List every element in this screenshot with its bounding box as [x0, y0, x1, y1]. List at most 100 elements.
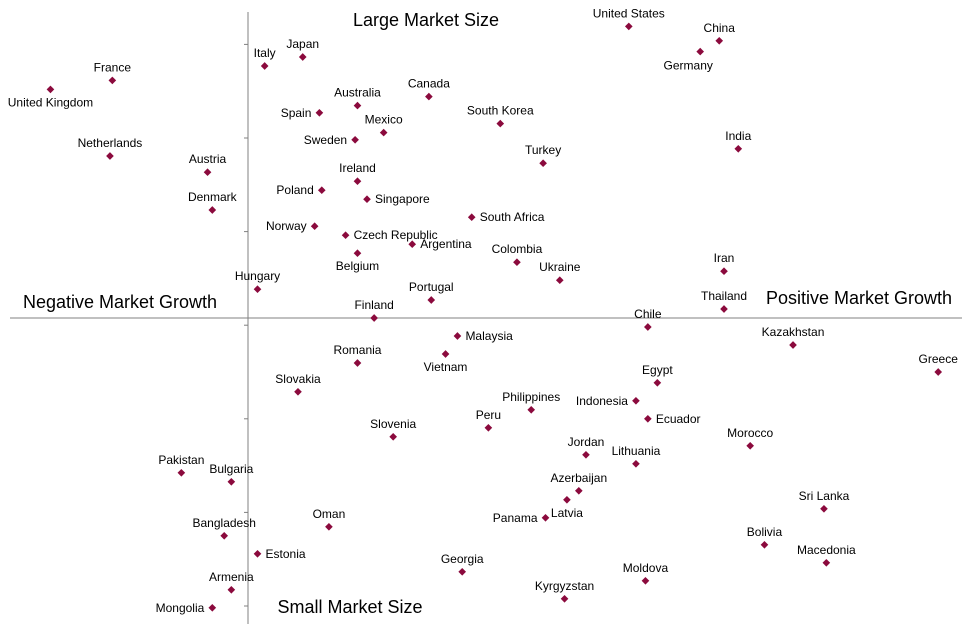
label-mexico: Mexico — [365, 113, 403, 127]
data-point-finland: Finland — [354, 298, 394, 322]
marker-vietnam — [441, 350, 450, 358]
data-point-china: China — [704, 21, 736, 45]
marker-france — [108, 76, 117, 85]
label-oman: Oman — [313, 507, 346, 521]
marker-netherlands — [106, 152, 114, 160]
label-china: China — [704, 21, 736, 35]
data-point-thailand: Thailand — [701, 289, 747, 313]
label-finland: Finland — [354, 298, 393, 312]
marker-philippines — [527, 405, 536, 414]
data-point-moldova: Moldova — [623, 561, 669, 585]
marker-georgia — [458, 567, 467, 576]
marker-chile — [644, 323, 652, 331]
label-australia: Australia — [334, 86, 381, 100]
label-armenia: Armenia — [209, 570, 254, 584]
data-point-kazakhstan: Kazakhstan — [762, 325, 824, 349]
label-malaysia: Malaysia — [465, 329, 513, 343]
data-point-norway: Norway — [266, 219, 319, 233]
label-ukraine: Ukraine — [539, 260, 581, 274]
marker-iran — [720, 267, 728, 276]
label-jordan: Jordan — [568, 435, 605, 449]
data-point-azerbaijan: Azerbaijan — [550, 471, 607, 495]
label-romania: Romania — [333, 343, 381, 357]
data-point-peru: Peru — [476, 408, 501, 432]
label-kyrgyzstan: Kyrgyzstan — [535, 579, 594, 593]
data-point-austria: Austria — [189, 152, 227, 177]
marker-pakistan — [177, 468, 186, 477]
data-point-philippines: Philippines — [502, 390, 560, 414]
marker-macedonia — [822, 558, 831, 567]
data-point-mongolia: Mongolia — [156, 601, 217, 615]
data-point-india: India — [725, 129, 752, 153]
label-lithuania: Lithuania — [612, 444, 661, 458]
label-south-korea: South Korea — [467, 104, 534, 118]
data-point-singapore: Singapore — [363, 192, 430, 206]
label-pakistan: Pakistan — [158, 453, 204, 467]
data-point-south-africa: South Africa — [467, 210, 545, 224]
label-iran: Iran — [714, 251, 735, 265]
label-georgia: Georgia — [441, 552, 484, 566]
label-south-africa: South Africa — [480, 210, 545, 224]
marker-lithuania — [632, 459, 640, 468]
label-argentina: Argentina — [420, 237, 472, 251]
marker-peru — [484, 423, 493, 432]
label-germany: Germany — [664, 59, 713, 73]
marker-spain — [315, 108, 324, 117]
label-ecuador: Ecuador — [656, 412, 701, 426]
marker-romania — [353, 359, 362, 367]
label-turkey: Turkey — [525, 143, 561, 157]
label-italy: Italy — [254, 46, 276, 60]
data-point-united-kingdom: United Kingdom — [8, 85, 93, 109]
data-point-south-korea: South Korea — [467, 104, 534, 128]
marker-australia — [353, 101, 362, 110]
marker-mongolia — [208, 603, 217, 612]
marker-panama — [541, 513, 550, 522]
label-mongolia: Mongolia — [156, 601, 205, 615]
data-points: United States China Germany France United Ki… — [8, 6, 958, 614]
data-point-italy: Italy — [254, 46, 276, 70]
data-point-iran: Iran — [714, 251, 735, 276]
label-moldova: Moldova — [623, 561, 669, 575]
label-singapore: Singapore — [375, 192, 430, 206]
label-france: France — [94, 60, 132, 74]
marker-united-kingdom — [46, 85, 55, 94]
chart-axes — [10, 12, 962, 624]
label-sweden: Sweden — [304, 133, 347, 147]
marker-united-states — [624, 22, 633, 31]
data-point-jordan: Jordan — [568, 435, 605, 459]
data-point-spain: Spain — [281, 106, 324, 120]
data-point-portugal: Portugal — [409, 280, 454, 304]
data-point-latvia: Latvia — [551, 495, 583, 520]
data-point-united-states: United States — [593, 6, 665, 31]
label-denmark: Denmark — [188, 190, 238, 204]
marker-bulgaria — [227, 477, 236, 486]
label-spain: Spain — [281, 106, 312, 120]
marker-malaysia — [453, 332, 462, 340]
marker-mexico — [379, 128, 388, 137]
marker-canada — [425, 92, 433, 101]
data-point-chile: Chile — [634, 307, 662, 331]
data-point-slovakia: Slovakia — [275, 372, 321, 396]
label-ireland: Ireland — [339, 161, 376, 175]
label-netherlands: Netherlands — [78, 136, 143, 150]
label-bulgaria: Bulgaria — [209, 462, 253, 476]
marker-italy — [260, 62, 269, 70]
marker-ireland — [353, 177, 362, 186]
label-belgium: Belgium — [336, 259, 379, 273]
marker-south-korea — [496, 119, 505, 128]
label-india: India — [725, 129, 751, 143]
data-point-ecuador: Ecuador — [644, 412, 701, 426]
marker-norway — [310, 222, 319, 231]
label-poland: Poland — [276, 183, 313, 197]
data-point-denmark: Denmark — [188, 190, 238, 214]
data-point-panama: Panama — [493, 511, 550, 525]
label-bangladesh: Bangladesh — [193, 516, 256, 530]
label-sri-lanka: Sri Lanka — [799, 489, 850, 503]
marker-bolivia — [760, 540, 769, 549]
label-portugal: Portugal — [409, 280, 454, 294]
marker-czech-republic — [341, 231, 350, 240]
data-point-sweden: Sweden — [304, 133, 359, 147]
marker-kazakhstan — [789, 341, 797, 349]
marker-indonesia — [632, 396, 640, 405]
